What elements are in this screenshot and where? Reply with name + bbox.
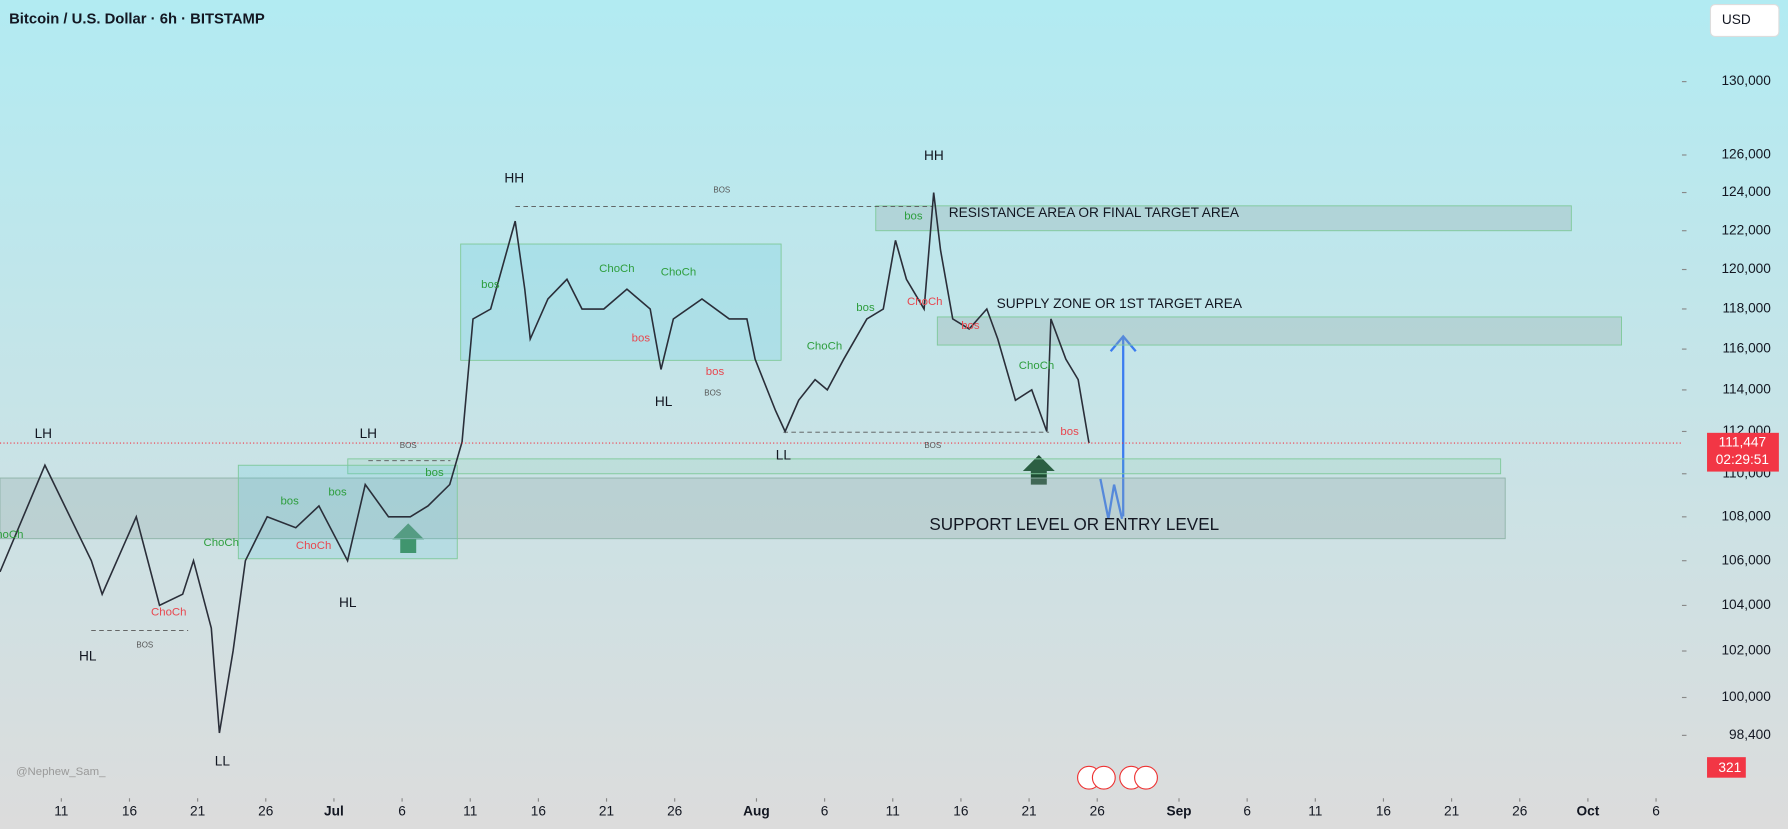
annotation: bos <box>1060 426 1079 438</box>
countdown: 02:29:51 <box>1716 452 1769 467</box>
y-tick-label: 104,000 <box>1721 597 1771 612</box>
price-label: 111,447 <box>1719 435 1766 450</box>
x-tick-label: 16 <box>953 804 968 819</box>
annotation: HH <box>504 171 524 186</box>
zone <box>936 316 1622 346</box>
x-tick-label: Jul <box>324 804 344 819</box>
x-tick-label: 6 <box>1652 804 1660 819</box>
x-tick-label: 16 <box>531 804 546 819</box>
x-tick-label: Sep <box>1166 804 1191 819</box>
annotation: LL <box>215 753 231 768</box>
y-tick-label: 114,000 <box>1722 382 1771 397</box>
zone-label: RESISTANCE AREA OR FINAL TARGET AREA <box>949 205 1240 220</box>
y-tick-label: 98,400 <box>1729 727 1771 742</box>
zone <box>347 458 1502 475</box>
annotation: bos <box>856 302 875 314</box>
structure-box <box>460 243 782 361</box>
structure-box <box>237 464 458 560</box>
x-tick-label: 26 <box>258 804 273 819</box>
annotation: HL <box>79 648 97 663</box>
x-tick-label: 6 <box>1243 804 1251 819</box>
event-icons <box>1077 765 1158 790</box>
zone <box>0 477 1506 540</box>
arrow-zigzag <box>1099 478 1124 520</box>
annotation: LL <box>776 448 792 463</box>
y-tick-label: 116,000 <box>1722 341 1771 356</box>
currency[interactable]: USD <box>1722 12 1751 27</box>
y-tick-label: 120,000 <box>1721 261 1771 276</box>
zone <box>875 205 1572 232</box>
annotation: ChoCh <box>599 263 634 275</box>
annotation: LH <box>360 426 377 441</box>
annotation: ChoCh <box>296 540 331 552</box>
y-tick-label: 108,000 <box>1721 508 1771 523</box>
x-tick-label: 11 <box>463 804 477 819</box>
arrow-head <box>1109 334 1137 352</box>
x-tick-label: 11 <box>886 804 900 819</box>
y-tick-label: 126,000 <box>1721 147 1771 162</box>
volume-box <box>1707 757 1746 778</box>
annotation: BOS <box>400 441 417 450</box>
y-tick-label: 100,000 <box>1721 689 1771 704</box>
x-tick-label: 16 <box>122 804 137 819</box>
volume-label: 321 <box>1718 760 1741 775</box>
x-tick-label: 6 <box>398 804 406 819</box>
x-tick-label: 11 <box>54 804 68 819</box>
annotation: bos <box>961 320 980 332</box>
annotation: ChoCh <box>807 341 842 353</box>
zone-label: SUPPORT LEVEL OR ENTRY LEVEL <box>929 515 1219 534</box>
annotation: BOS <box>924 441 941 450</box>
annotation: bos <box>632 333 651 345</box>
x-tick-label: 21 <box>1444 804 1459 819</box>
y-tick-label: 122,000 <box>1721 222 1771 237</box>
x-tick-label: 21 <box>599 804 614 819</box>
x-tick-label: 26 <box>1090 804 1105 819</box>
annotation: HH <box>924 148 944 163</box>
x-tick-label: 26 <box>1512 804 1527 819</box>
annotation: ChoCh <box>661 267 696 279</box>
annotation: bos <box>481 279 500 291</box>
blue-arrow <box>1099 334 1137 520</box>
annotation: HL <box>655 394 673 409</box>
annotation: bos <box>425 467 444 479</box>
chart-title: Bitcoin / U.S. Dollar · 6h · BITSTAMP <box>9 11 265 27</box>
x-tick-label: 16 <box>1376 804 1391 819</box>
watermark: @Nephew_Sam_ <box>16 766 106 778</box>
up-arrow <box>1022 454 1055 485</box>
annotation: bos <box>280 496 299 508</box>
x-tick-label: Oct <box>1577 804 1600 819</box>
price-line <box>0 192 1090 734</box>
annotation: BOS <box>704 389 721 398</box>
x-tick-label: 21 <box>1021 804 1036 819</box>
annotation: ChoCh <box>151 606 186 618</box>
annotation: bos <box>706 366 725 378</box>
x-tick-label: Aug <box>743 804 770 819</box>
annotation: BOS <box>713 186 730 195</box>
annotation: HL <box>339 595 357 610</box>
x-tick-label: 26 <box>667 804 682 819</box>
annotation: ChoCh <box>203 537 238 549</box>
zone-label: SUPPLY ZONE OR 1ST TARGET AREA <box>997 296 1243 311</box>
y-tick-label: 106,000 <box>1721 552 1771 567</box>
icon <box>1134 765 1158 790</box>
icon <box>1091 765 1116 790</box>
currency-button[interactable] <box>1709 3 1780 38</box>
annotation: ChoCh <box>1019 360 1054 372</box>
annotation: ChoCh <box>907 296 942 308</box>
annotation: bos <box>904 211 923 223</box>
x-tick-label: 21 <box>190 804 205 819</box>
price-box <box>1707 432 1779 472</box>
y-tick-label: 124,000 <box>1721 184 1771 199</box>
annotation: ChoCh <box>0 529 23 541</box>
y-tick-label: 118,000 <box>1722 301 1771 316</box>
annotation: BOS <box>136 641 153 650</box>
x-tick-label: 6 <box>821 804 829 819</box>
annotation: LH <box>35 426 52 441</box>
x-tick-label: 11 <box>1308 804 1322 819</box>
y-tick-label: 102,000 <box>1721 643 1771 658</box>
y-tick-label: 130,000 <box>1721 73 1771 88</box>
annotation: bos <box>328 487 347 499</box>
